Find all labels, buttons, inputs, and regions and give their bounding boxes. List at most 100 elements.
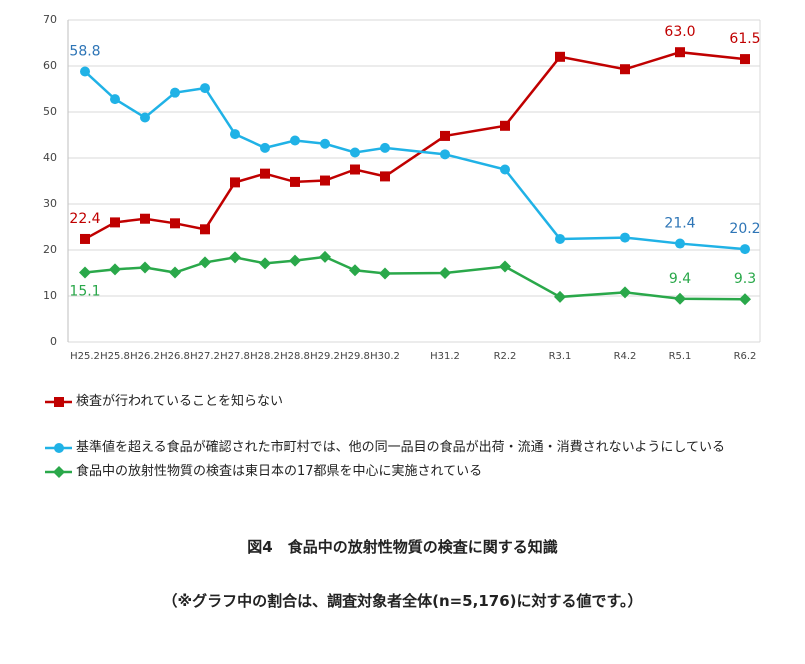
x-tick-label: H29.8 [340, 351, 370, 362]
y-tick-label: 60 [43, 59, 57, 72]
legend-marker [53, 466, 65, 478]
marker [229, 251, 241, 264]
legend: 検査が行われていることを知らない基準値を超える食品が確認された市町村では、他の同… [44, 390, 764, 484]
marker [200, 83, 210, 94]
marker [675, 238, 685, 249]
marker [169, 266, 181, 279]
legend-item: 基準値を超える食品が確認された市町村では、他の同一品目の食品が出荷・流通・消費さ… [44, 436, 764, 460]
marker [620, 232, 630, 243]
marker [170, 87, 180, 98]
series-line [84, 255, 746, 301]
x-tick-label: H27.8 [220, 351, 250, 362]
marker [199, 256, 211, 269]
marker [740, 54, 750, 65]
marker [440, 130, 450, 141]
marker [350, 147, 360, 158]
marker [675, 47, 685, 58]
marker [290, 135, 300, 146]
marker [290, 176, 300, 187]
marker [320, 138, 330, 149]
marker [349, 264, 361, 277]
series-line [84, 50, 746, 241]
marker [439, 267, 451, 279]
x-tick-label: H29.2 [310, 351, 340, 362]
x-tick-label: H28.2 [250, 351, 280, 362]
marker [739, 293, 751, 306]
data-label: 9.3 [734, 271, 756, 287]
chart: 0 10 20 30 40 50 60 70 H25.2 H25.8 H26.2 H26.8 H27.2… [43, 13, 761, 362]
x-tick-label: R6.2 [734, 351, 757, 362]
x-tick-label: H25.8 [100, 351, 130, 362]
legend-marker [54, 443, 64, 453]
y-tick-label: 10 [43, 289, 57, 302]
marker [109, 263, 121, 276]
data-label: 15.1 [69, 284, 100, 300]
marker [740, 244, 750, 255]
x-tick-label: R3.1 [549, 351, 572, 362]
marker [440, 149, 450, 160]
marker [110, 94, 120, 105]
legend-key [45, 466, 72, 478]
x-tick-label: H27.2 [190, 351, 220, 362]
data-label: 21.4 [664, 216, 695, 232]
marker [79, 266, 91, 279]
marker [500, 164, 510, 175]
x-tick-label: R5.1 [669, 351, 692, 362]
marker [230, 129, 240, 140]
chart-title: 図4 食品中の放射性物質の検査に関する知識 [247, 538, 558, 556]
data-label: 63.0 [664, 24, 695, 40]
marker [380, 142, 390, 153]
marker [555, 233, 565, 244]
y-tick-label: 20 [43, 243, 57, 256]
legend-item: 食品中の放射性物質の検査は東日本の17都県を中心に実施されている [44, 460, 764, 484]
legend-marker [54, 397, 64, 407]
data-label: 58.8 [69, 44, 100, 60]
marker [200, 224, 210, 235]
marker [380, 171, 390, 182]
legend-key [45, 397, 72, 407]
y-tick-label: 30 [43, 197, 57, 210]
marker [674, 292, 686, 305]
marker [139, 261, 151, 274]
marker [80, 66, 90, 77]
marker [259, 257, 271, 270]
marker [499, 260, 511, 273]
marker [500, 120, 510, 131]
x-tick-label: R4.2 [614, 351, 637, 362]
legend-label: 基準値を超える食品が確認された市町村では、他の同一品目の食品が出荷・流通・消費さ… [76, 440, 725, 455]
marker [620, 64, 630, 75]
x-tick-label: H30.2 [370, 351, 400, 362]
series-line [84, 70, 746, 251]
marker [230, 177, 240, 188]
x-tick-label: H26.8 [160, 351, 190, 362]
y-tick-label: 70 [43, 13, 57, 26]
x-tick-label: H25.2 [70, 351, 100, 362]
data-label: 9.4 [669, 271, 691, 287]
y-tick-label: 0 [50, 335, 57, 348]
data-label: 22.4 [69, 211, 100, 227]
chart-subtitle: （※グラフ中の割合は、調査対象者全体(n=5,176)に対する値です。） [162, 592, 643, 610]
marker [379, 267, 391, 280]
x-tick-label: H28.8 [280, 351, 310, 362]
marker [320, 175, 330, 186]
marker [555, 51, 565, 62]
y-tick-label: 40 [43, 151, 57, 164]
x-tick-label: H31.2 [430, 351, 460, 362]
x-tick-label: H26.2 [130, 351, 160, 362]
marker [319, 250, 331, 263]
legend-key [45, 443, 72, 453]
marker [289, 254, 301, 267]
marker [619, 286, 631, 299]
marker [80, 233, 90, 244]
legend-label: 検査が行われていることを知らない [76, 394, 283, 409]
marker [170, 218, 180, 229]
marker [110, 217, 120, 228]
x-tick-label: R2.2 [494, 351, 517, 362]
marker [260, 142, 270, 153]
marker [554, 290, 566, 303]
legend-item: 検査が行われていることを知らない [44, 390, 764, 414]
legend-label: 食品中の放射性物質の検査は東日本の17都県を中心に実施されている [76, 464, 483, 479]
marker [140, 213, 150, 224]
marker [140, 112, 150, 123]
marker [350, 164, 360, 175]
